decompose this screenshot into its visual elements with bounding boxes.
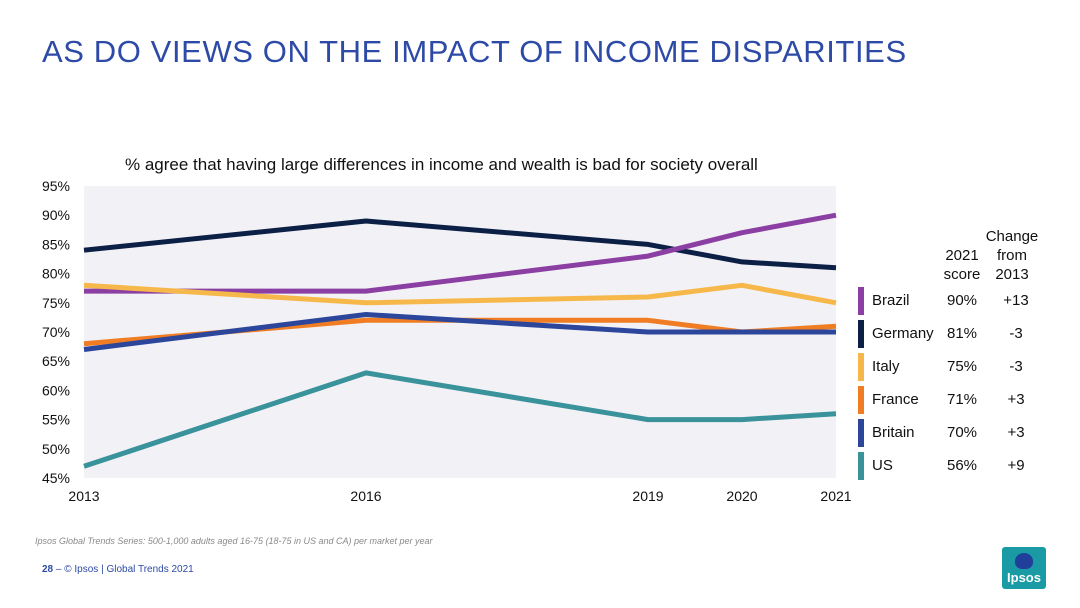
legend-row-france: France 71% +3 [858, 386, 1058, 414]
series-lines [83, 212, 837, 469]
legend-swatch [858, 287, 864, 315]
legend-change: -3 [1009, 358, 1023, 375]
legend-country: Italy [872, 358, 900, 375]
y-tick-label: 45% [42, 470, 70, 486]
legend-country: Brazil [872, 292, 910, 309]
y-tick-label: 70% [42, 324, 70, 340]
y-tick-label: 75% [42, 295, 70, 311]
x-tick-label: 2020 [726, 488, 757, 504]
y-tick-label: 90% [42, 207, 70, 223]
legend-country: US [872, 457, 893, 474]
legend-country: Britain [872, 424, 915, 441]
series-line-germany [83, 218, 837, 271]
legend-change: -3 [1009, 325, 1023, 342]
x-tick-label: 2021 [820, 488, 851, 504]
source-footnote: Ipsos Global Trends Series: 500-1,000 ad… [35, 536, 433, 546]
series-line-italy [83, 282, 837, 306]
legend-change-header-text: Change from 2013 [985, 228, 1039, 283]
slide-footer: 28 – © Ipsos | Global Trends 2021 [42, 564, 194, 575]
legend-change-header: Change from 2013 [984, 227, 1040, 284]
legend-change: +13 [1003, 292, 1029, 309]
chart-title: % agree that having large differences in… [125, 155, 758, 174]
legend-score: 90% [946, 292, 978, 309]
x-axis: 2013 2016 2019 2020 2021 [68, 488, 851, 504]
legend-row-germany: Germany 81% -3 [858, 320, 1058, 348]
y-tick-label: 95% [42, 178, 70, 194]
legend-row-italy: Italy 75% -3 [858, 353, 1058, 381]
y-axis: 45% 50% 55% 60% 65% 70% 75% 80% 85% 90% 95% [42, 178, 70, 486]
series-line-britain [83, 312, 836, 352]
x-tick-label: 2019 [632, 488, 663, 504]
slide-title: AS DO VIEWS ON THE IMPACT OF INCOME DISP… [42, 34, 907, 69]
logo-text: Ipsos [1007, 570, 1041, 585]
legend-change: +3 [1007, 424, 1025, 441]
legend-row-us: US 56% +9 [858, 452, 1058, 480]
x-tick-label: 2016 [350, 488, 381, 504]
legend-swatch [858, 452, 864, 480]
legend-country: Germany [872, 325, 934, 342]
logo-mark-icon [1015, 553, 1033, 569]
legend-score-header: 2021 score [938, 246, 986, 284]
legend-score: 75% [946, 358, 978, 375]
series-line-us [83, 370, 837, 469]
y-tick-label: 80% [42, 266, 70, 282]
series-line-brazil [84, 212, 837, 294]
y-tick-label: 85% [42, 236, 70, 252]
legend-swatch [858, 353, 864, 381]
page-number: 28 [42, 564, 54, 575]
legend-score: 70% [946, 424, 978, 441]
legend-swatch [858, 419, 864, 447]
legend-score-header-text: 2021 score [943, 247, 981, 283]
legend-row-brazil: Brazil 90% +13 [858, 287, 1058, 315]
legend-change: +3 [1007, 391, 1025, 408]
legend-score: 81% [946, 325, 978, 342]
y-tick-label: 55% [42, 412, 70, 428]
y-tick-label: 65% [42, 353, 70, 369]
x-tick-label: 2013 [68, 488, 99, 504]
legend-swatch [858, 386, 864, 414]
legend-swatch [858, 320, 864, 348]
legend-row-britain: Britain 70% +3 [858, 419, 1058, 447]
legend-country: France [872, 391, 919, 408]
footer-text: – © Ipsos | Global Trends 2021 [55, 564, 194, 575]
y-tick-label: 60% [42, 382, 70, 398]
y-tick-label: 50% [42, 441, 70, 457]
legend-score: 71% [946, 391, 978, 408]
legend-score: 56% [946, 457, 978, 474]
ipsos-logo: Ipsos [1002, 547, 1046, 589]
legend-change: +9 [1007, 457, 1025, 474]
